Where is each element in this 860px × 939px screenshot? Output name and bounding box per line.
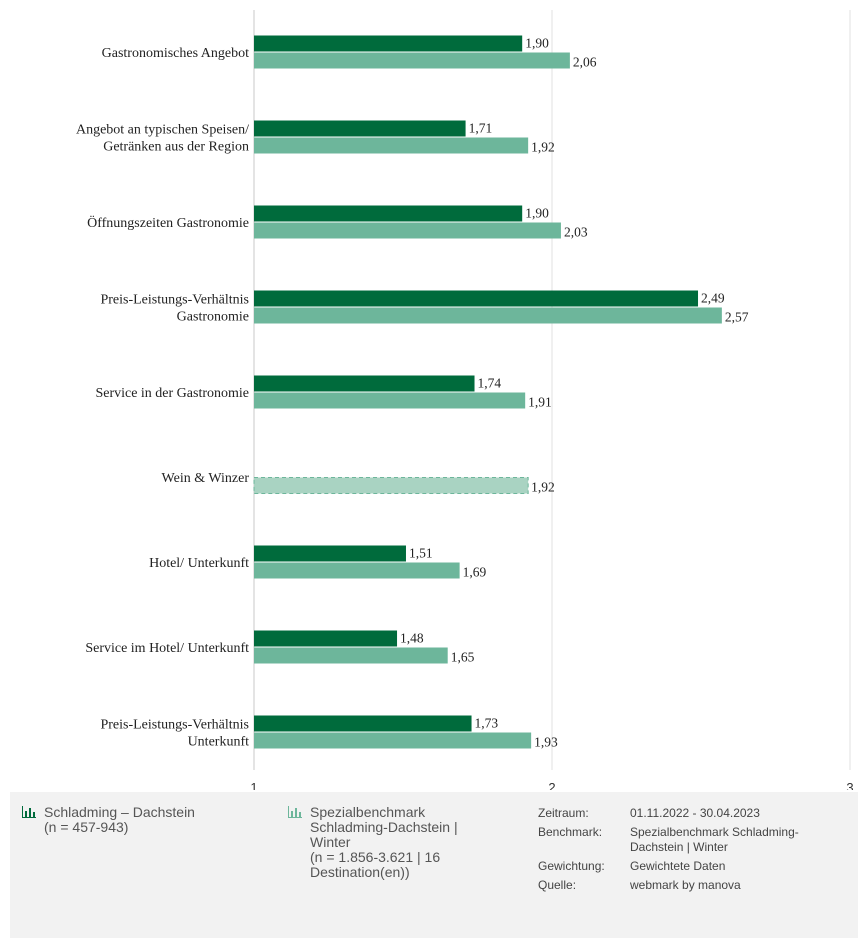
- bar-chart: 1 2 3 Gastronomisches Angebot 1,90 2,06 Angebo…: [76, 10, 854, 791]
- meta-value-gewichtung: Gewichtete Daten: [630, 859, 726, 873]
- icon-bar: [29, 808, 31, 817]
- legend-label: Schladming-Dachstein |: [310, 819, 458, 835]
- icon-bar: [25, 811, 27, 817]
- bar-chart-icon: [288, 806, 302, 818]
- category-label-line: Öffnungszeiten Gastronomie: [87, 214, 249, 231]
- bar-schladming: [254, 205, 523, 222]
- meta-value-benchmark: Spezialbenchmark Schladming-Dachstein | …: [630, 825, 799, 854]
- category-label-line: Hotel/ Unterkunft: [149, 556, 249, 571]
- category-label: Angebot an typischen Speisen/Getränken a…: [76, 123, 249, 155]
- chart-footer: Schladming – Dachstein (n = 457-943) Spe…: [10, 792, 858, 938]
- category-label: Service in der Gastronomie: [95, 386, 249, 401]
- bar-benchmark: [254, 52, 570, 69]
- data-label: 1,51: [409, 546, 433, 561]
- category-label: Preis-Leistungs-Verhältnis Unterkunft: [100, 718, 249, 750]
- bar-benchmark: [253, 477, 529, 494]
- category-label-line: Service in der Gastronomie: [95, 386, 249, 401]
- x-tick-label: 1: [250, 780, 257, 790]
- meta-value-zeitraum: 01.11.2022 - 30.04.2023: [630, 806, 760, 820]
- category-label-line: Angebot an typischen Speisen/: [76, 123, 249, 138]
- bar-schladming: [254, 375, 475, 392]
- data-label: 1,65: [451, 650, 475, 665]
- bar-benchmark: [254, 647, 448, 664]
- meta-info: Zeitraum: 01.11.2022 - 30.04.2023 Benchm…: [538, 806, 828, 893]
- legend-item-schladming[interactable]: Schladming – Dachstein (n = 457-943): [22, 805, 252, 835]
- bar-benchmark: [254, 137, 529, 154]
- data-label: 2,03: [564, 225, 588, 240]
- x-tick-label: 3: [846, 780, 853, 790]
- category-label-line: Getränken aus der Region: [103, 140, 249, 155]
- bar-schladming: [254, 715, 472, 732]
- category-label: Service im Hotel/ Unterkunft: [85, 641, 249, 656]
- category-label: Öffnungszeiten Gastronomie: [87, 214, 249, 231]
- data-label: 2,49: [701, 291, 725, 306]
- data-label: 1,92: [531, 480, 555, 495]
- category-label-line: Preis-Leistungs-Verhältnis: [100, 293, 249, 308]
- category-label: Wein & Winzer: [162, 471, 250, 486]
- bar-schladming: [254, 630, 398, 647]
- category-label-line: Preis-Leistungs-Verhältnis: [100, 718, 249, 733]
- category-label-line: Gastronomie: [177, 310, 249, 325]
- bar-benchmark: [254, 307, 722, 324]
- icon-bar: [33, 812, 35, 817]
- legend-label: Spezialbenchmark: [310, 804, 426, 820]
- meta-label-gewichtung: Gewichtung:: [538, 859, 605, 873]
- data-label: 1,48: [400, 631, 424, 646]
- legend-item-benchmark[interactable]: Spezialbenchmark Schladming-Dachstein | …: [288, 805, 518, 880]
- bar-benchmark: [254, 732, 532, 749]
- meta-value-quelle: webmark by manova: [630, 878, 741, 892]
- icon-bar: [299, 812, 301, 817]
- category-label-line: Unterkunft: [188, 735, 250, 750]
- bar-benchmark: [254, 562, 460, 579]
- data-label: 1,90: [525, 36, 549, 51]
- data-label: 1,90: [525, 206, 549, 221]
- data-label: 1,73: [475, 716, 499, 731]
- bar-benchmark: [254, 392, 526, 409]
- bar-schladming: [254, 545, 406, 562]
- data-label: 1,71: [469, 121, 493, 136]
- legend-sample-size: Destination(en)): [310, 864, 410, 880]
- x-tick-label: 2: [548, 780, 555, 790]
- legend-sample-size: (n = 1.856-3.621 | 16: [310, 849, 441, 865]
- data-label: 1,74: [478, 376, 502, 391]
- category-label: Hotel/ Unterkunft: [149, 556, 249, 571]
- bar-schladming: [254, 35, 523, 52]
- meta-label-benchmark: Benchmark:: [538, 825, 603, 839]
- bar-schladming: [254, 120, 466, 137]
- category-label-line: Wein & Winzer: [162, 471, 250, 486]
- data-label: 2,57: [725, 310, 749, 325]
- icon-bar: [291, 811, 293, 817]
- bar-chart-icon: [22, 806, 36, 818]
- bar-schladming: [254, 290, 699, 307]
- bar-benchmark: [254, 222, 561, 239]
- data-label: 1,92: [531, 140, 555, 155]
- data-label: 1,69: [463, 565, 487, 580]
- category-label: Gastronomisches Angebot: [102, 46, 249, 61]
- data-label: 1,93: [534, 735, 558, 750]
- legend-sample-size: (n = 457-943): [44, 819, 129, 835]
- data-label: 1,91: [528, 395, 552, 410]
- meta-label-quelle: Quelle:: [538, 878, 577, 892]
- labels: 1 2 3 Gastronomisches Angebot 1,90 2,06 Angebo…: [76, 36, 854, 791]
- data-label: 2,06: [573, 55, 597, 70]
- icon-bar: [295, 808, 297, 817]
- legend-label: Schladming – Dachstein: [44, 804, 195, 820]
- legend-label: Winter: [310, 834, 351, 850]
- category-label-line: Gastronomisches Angebot: [102, 46, 249, 61]
- category-label: Preis-Leistungs-Verhältnis Gastronomie: [100, 293, 249, 325]
- meta-label-zeitraum: Zeitraum:: [538, 806, 589, 820]
- bars: [253, 35, 722, 749]
- category-label-line: Service im Hotel/ Unterkunft: [85, 641, 249, 656]
